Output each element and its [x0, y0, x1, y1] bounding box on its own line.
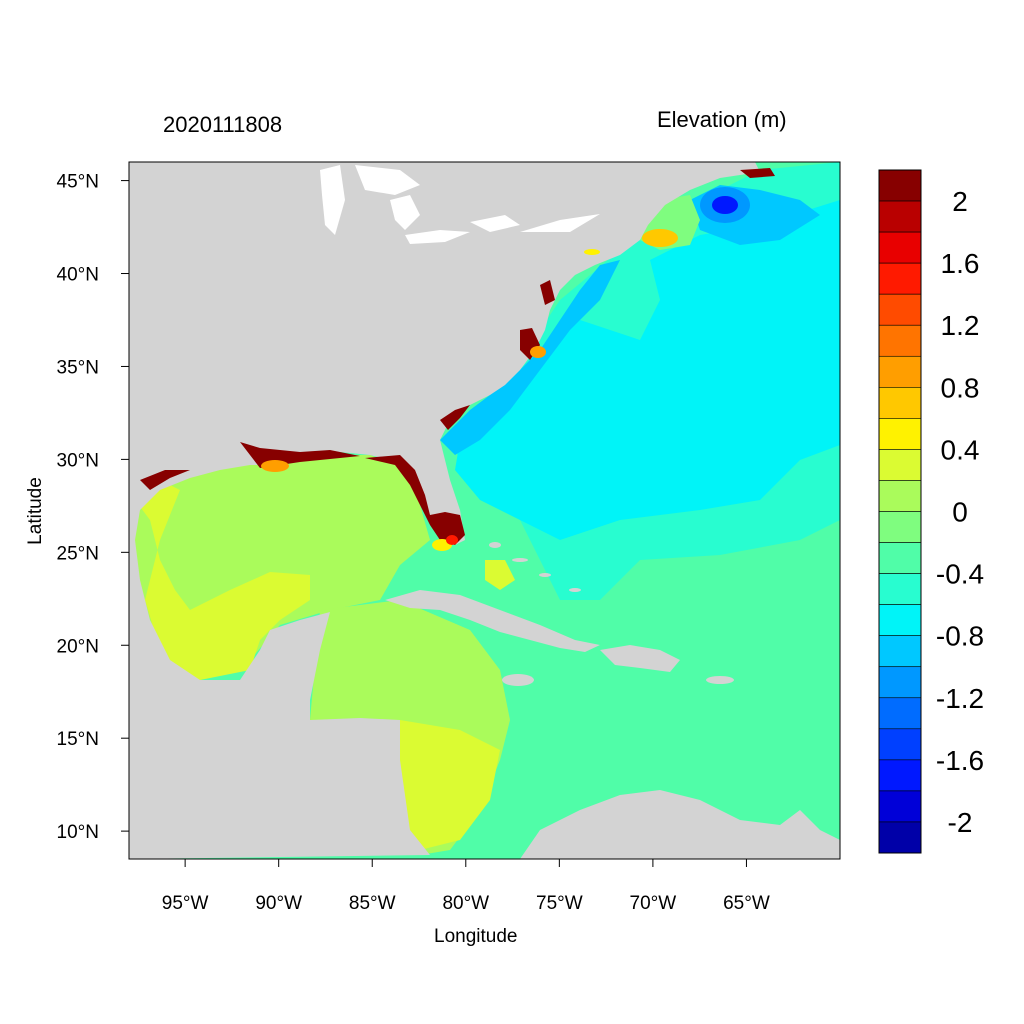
y-tick-label: 15°N — [57, 729, 99, 750]
south-america-land — [520, 790, 840, 859]
hispaniola-land — [600, 645, 680, 672]
bahamas-high — [485, 560, 515, 590]
caribbean-southwest — [400, 720, 500, 850]
y-tick-label: 10°N — [57, 822, 99, 843]
florida-peninsula-surge — [365, 455, 465, 545]
variable-title: Elevation (m) — [657, 107, 787, 132]
bay-of-fundy-min — [712, 196, 738, 214]
colorbar-swatch — [878, 604, 922, 636]
colorbar-swatch — [878, 355, 922, 388]
colorbar-label: -2 — [948, 807, 973, 838]
colorbar-label: -0.8 — [936, 621, 984, 652]
colorbar-label: 0.4 — [941, 434, 980, 465]
y-axis-ticks: 45°N 40°N 35°N 30°N 25°N 20°N 15°N 10°N — [57, 172, 129, 843]
gulf-west-high — [135, 480, 310, 680]
land — [129, 162, 840, 859]
north-america-land — [129, 162, 760, 859]
colorbar-swatch — [878, 324, 922, 357]
colorbar-swatch — [878, 821, 922, 854]
y-tick-label: 45°N — [57, 172, 99, 193]
y-tick-label: 30°N — [57, 450, 99, 471]
x-tick-label: 65°W — [723, 893, 770, 914]
date-title: 2020111808 — [163, 112, 283, 137]
x-axis-ticks: 95°W 90°W 85°W 80°W 75°W 70°W 65°W — [162, 859, 770, 914]
colorbar-swatch — [878, 293, 922, 326]
x-axis-label: Longitude — [434, 926, 518, 947]
plot-frame — [128, 161, 841, 860]
x-tick-label: 80°W — [442, 893, 489, 914]
colorbar-swatch — [878, 418, 922, 450]
colorbar-swatch — [878, 200, 922, 233]
colorbar-swatch — [878, 728, 922, 761]
colorbar-swatch — [878, 573, 922, 605]
colorbar-label: -1.2 — [936, 683, 984, 714]
colorbar-swatch — [878, 262, 922, 295]
colorbar-label: 0.8 — [941, 372, 980, 403]
x-tick-label: 70°W — [630, 893, 677, 914]
colorbar-border — [878, 169, 922, 854]
colorbar-label: -0.4 — [936, 559, 984, 590]
colorbar-label: 1.2 — [941, 310, 980, 341]
map-content — [129, 162, 840, 859]
colorbar-swatch — [878, 169, 922, 202]
colorbar: 2 1.6 1.2 0.8 0.4 0 -0.4 -0.8 -1.2 -1.6 -2 — [878, 169, 984, 854]
colorbar-swatch — [878, 790, 922, 823]
colorbar-swatch — [878, 666, 922, 699]
great-lakes — [320, 165, 600, 244]
coastal-surge — [140, 168, 775, 551]
colorbar-swatch — [878, 231, 922, 264]
x-tick-label: 95°W — [162, 893, 209, 914]
jamaica-land — [502, 674, 534, 686]
colorbar-swatch — [878, 449, 922, 481]
colorbar-label: 1.6 — [941, 248, 980, 279]
colorbar-swatch — [878, 759, 922, 792]
colorbar-swatch — [878, 635, 922, 668]
colorbar-swatch — [878, 511, 922, 543]
x-tick-label: 75°W — [536, 893, 583, 914]
y-tick-label: 35°N — [57, 357, 99, 378]
y-tick-label: 20°N — [57, 636, 99, 657]
cape-cod-high — [642, 229, 678, 247]
x-tick-label: 90°W — [255, 893, 302, 914]
colorbar-swatch — [878, 697, 922, 730]
cuba-land — [385, 590, 600, 652]
x-tick-label: 85°W — [349, 893, 396, 914]
coastal-low-region — [440, 260, 620, 455]
puerto-rico-land — [706, 676, 734, 684]
y-tick-label: 25°N — [57, 543, 99, 564]
atlantic-deep-cyan-region — [455, 162, 840, 540]
y-tick-label: 40°N — [57, 265, 99, 286]
colorbar-label: -1.6 — [936, 745, 984, 776]
colorbar-swatch — [878, 387, 922, 419]
colorbar-swatch — [878, 480, 922, 512]
colorbar-label: 0 — [952, 497, 968, 528]
colorbar-label: 2 — [952, 186, 968, 217]
colorbar-swatch — [878, 542, 922, 574]
